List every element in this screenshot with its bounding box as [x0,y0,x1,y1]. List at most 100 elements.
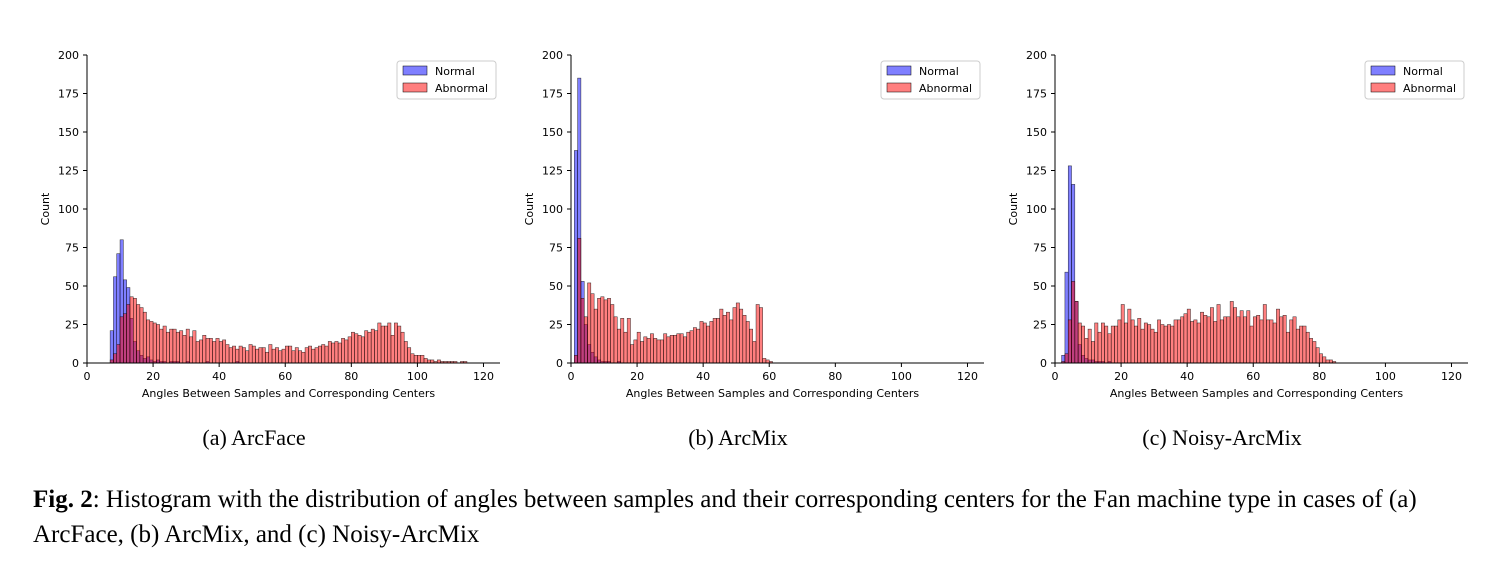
bar-abnormal [228,347,233,364]
bar-abnormal [390,335,395,364]
x-tick-label: 20 [146,370,160,383]
bar-abnormal [630,344,635,364]
bar-abnormal [1127,308,1132,364]
bar-abnormal [1120,304,1125,364]
bar-abnormal [593,308,598,364]
y-tick-label: 25 [65,319,79,332]
bar-abnormal [1130,319,1135,364]
y-tick-label: 50 [549,280,563,293]
bar-abnormal [423,358,428,364]
bar-abnormal [242,347,246,364]
bar-abnormal [166,331,170,364]
bar-abnormal [666,336,671,364]
bar-abnormal [1190,321,1195,364]
bar-abnormal [314,347,319,364]
bar-abnormal [149,321,154,364]
bar-abnormal [225,344,230,364]
bar-abnormal [324,345,329,364]
y-tick-label: 200 [58,49,79,62]
bar-abnormal [337,342,342,364]
bar-abnormal [1101,322,1105,364]
figure-caption: Fig. 2: Histogram with the distribution … [33,482,1483,552]
x-tick-label: 100 [407,370,428,383]
bar-abnormal [367,331,372,364]
bar-abnormal [626,318,631,364]
bar-abnormal [380,325,385,364]
bar-abnormal [208,338,213,364]
bar-abnormal [152,322,157,364]
bar-abnormal [1137,318,1142,364]
y-axis-label: Count [39,192,52,225]
bar-abnormal [215,338,220,364]
bar-abnormal [600,296,605,364]
bar-abnormal [587,282,592,364]
legend-swatch-abnormal [1370,82,1396,93]
bar-abnormal [189,336,193,364]
bar-abnormal [1170,325,1175,364]
bar-abnormal [139,307,144,364]
bar-abnormal [1074,301,1079,364]
bar-abnormal [400,331,405,364]
bar-abnormal [261,347,266,364]
x-tick-label: 40 [696,370,710,383]
bar-abnormal [1305,331,1310,364]
y-tick-label: 25 [549,319,563,332]
bar-abnormal [278,350,283,364]
bar-abnormal [238,345,243,364]
bar-abnormal [360,336,365,364]
bar-abnormal [185,328,190,364]
bar-abnormal [258,347,263,364]
histogram-arcface: 0 20 40 60 80 100 120 0 25 50 75 100 125 150 175 200 Ang… [39,49,500,400]
bar-abnormal [1124,322,1128,364]
bar-abnormal [1143,322,1148,364]
bar-abnormal [159,328,164,364]
bar-abnormal [590,293,595,364]
bar-abnormal [1219,319,1224,364]
x-tick-label: 40 [1180,370,1194,383]
bar-abnormal [275,347,279,364]
bar-abnormal [1196,322,1201,364]
bar-abnormal [574,355,578,364]
bar-abnormal [407,347,412,364]
bar-abnormal [726,311,730,364]
y-tick-label: 50 [65,280,79,293]
y-tick-label: 0 [72,357,79,370]
bar-abnormal [420,355,425,364]
subcaption-arcface: (a) ArcFace [202,425,306,450]
bar-abnormal [1084,338,1089,364]
bar-abnormal [265,351,269,364]
bar-abnormal [1289,319,1294,364]
bar-abnormal [636,331,641,364]
panel-arcmix: 0 20 40 60 80 100 120 0 25 50 75 100 125 150 175 200 Ang… [484,0,984,460]
bar-abnormal [1173,319,1178,364]
bar-abnormal [1163,325,1168,364]
bar-abnormal [1233,307,1237,364]
bar-abnormal [610,304,615,364]
y-tick-label: 75 [549,242,563,255]
bar-abnormal [1299,325,1304,364]
bar-abnormal [1167,324,1171,364]
bar-abnormal [1183,313,1188,364]
x-tick-label: 20 [630,370,644,383]
x-tick-label: 0 [568,370,575,383]
panel-noisy-arcmix: 0 20 40 60 80 100 120 0 25 50 75 100 125 150 175 200 Ang… [968,0,1468,460]
bar-abnormal [749,328,753,364]
y-tick-label: 200 [542,49,563,62]
bar-abnormal [1246,310,1251,364]
bar-abnormal [202,335,207,364]
bar-abnormal [394,322,398,364]
y-tick-label: 150 [542,126,563,139]
legend: Normal Abnormal [396,60,497,100]
bar-abnormal [1104,325,1109,364]
bar-abnormal [1180,316,1185,364]
bar-abnormal [218,341,223,364]
y-tick-label: 100 [1026,203,1047,216]
x-tick-label: 100 [891,370,912,383]
x-tick-label: 100 [1375,370,1396,383]
bar-abnormal [311,348,316,364]
bar-abnormal [351,331,355,364]
bar-abnormal [1206,316,1211,364]
series-abnormal [109,296,468,364]
bar-abnormal [679,333,684,364]
bar-abnormal [156,324,160,364]
